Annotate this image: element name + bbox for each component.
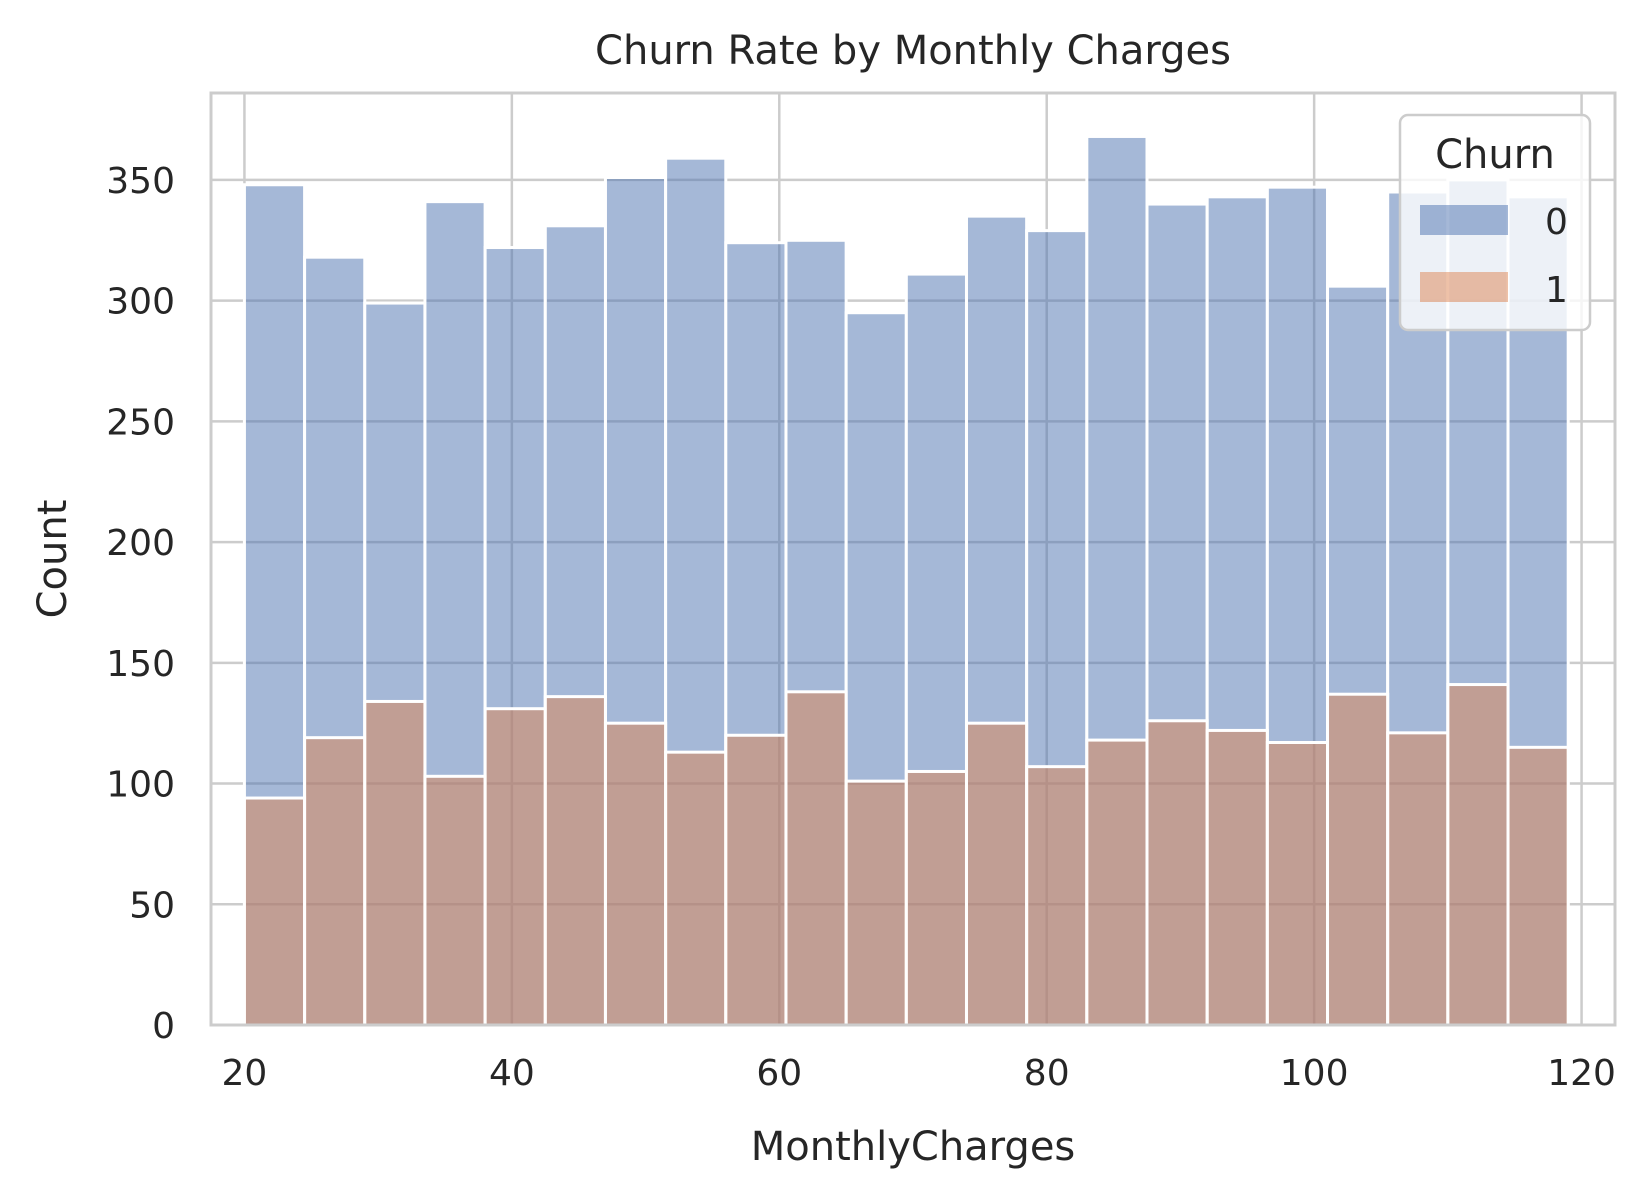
bar-churn-1-bin-18 [1326, 692, 1390, 1027]
bar-churn-1-bin-19 [1386, 731, 1450, 1027]
legend-title: Churn [1435, 132, 1555, 178]
x-tick-label-0: 20 [222, 1053, 268, 1094]
bar-churn-1-bin-13 [1025, 765, 1089, 1027]
bar-churn-1-bin-8 [724, 733, 788, 1027]
bar-churn-1-bin-10 [844, 779, 908, 1027]
x-tick-label-1: 40 [489, 1053, 535, 1094]
bar-churn-1-bin-0 [242, 796, 307, 1027]
bar-churn-1-bin-7 [664, 750, 728, 1027]
tick-labels: 20 40 60 80 100 120 0 50 100 150 200 250 300 350 [106, 161, 1616, 1094]
legend-swatch-1 [1420, 272, 1508, 302]
y-tick-label-0: 0 [152, 1006, 175, 1047]
bar-churn-1-bin-20 [1446, 683, 1510, 1027]
chart-title: Churn Rate by Monthly Charges [595, 28, 1231, 74]
legend-label-1: 1 [1545, 270, 1568, 311]
y-tick-label-6: 300 [106, 282, 175, 323]
legend-swatch-0 [1420, 205, 1508, 235]
bar-churn-1-bin-3 [423, 774, 487, 1027]
legend-label-0: 0 [1545, 202, 1568, 243]
plot-frame [209, 91, 1617, 1027]
bar-churn-1-bin-11 [904, 769, 968, 1027]
bar-churn-1-bin-14 [1085, 738, 1149, 1027]
y-tick-label-2: 100 [106, 765, 175, 806]
histogram-bars [242, 134, 1570, 1027]
x-tick-label-3: 80 [1024, 1053, 1070, 1094]
y-tick-label-7: 350 [106, 161, 175, 202]
bar-churn-1-bin-17 [1265, 741, 1330, 1027]
bar-churn-1-bin-6 [603, 721, 668, 1027]
bar-churn-1-bin-4 [483, 707, 547, 1027]
x-axis-label: MonthlyCharges [751, 1124, 1076, 1170]
x-tick-label-5: 120 [1547, 1053, 1616, 1094]
y-tick-label-5: 250 [106, 402, 175, 443]
y-tick-label-3: 150 [106, 644, 175, 685]
x-tick-label-2: 60 [756, 1053, 802, 1094]
bar-churn-1-bin-5 [543, 695, 607, 1027]
bar-churn-1-bin-16 [1205, 728, 1269, 1027]
legend: Churn 0 1 [1398, 113, 1592, 332]
y-axis-label: Count [30, 500, 76, 619]
bar-churn-1-bin-21 [1506, 745, 1570, 1027]
bar-churn-1-bin-12 [964, 721, 1029, 1027]
bar-churn-1-bin-15 [1145, 719, 1209, 1027]
y-tick-label-1: 50 [129, 885, 175, 926]
y-tick-label-4: 200 [106, 523, 175, 564]
x-tick-label-4: 100 [1280, 1053, 1349, 1094]
bar-churn-1-bin-1 [303, 736, 367, 1027]
bar-churn-1-bin-2 [363, 699, 427, 1027]
bar-churn-1-bin-9 [784, 690, 848, 1027]
